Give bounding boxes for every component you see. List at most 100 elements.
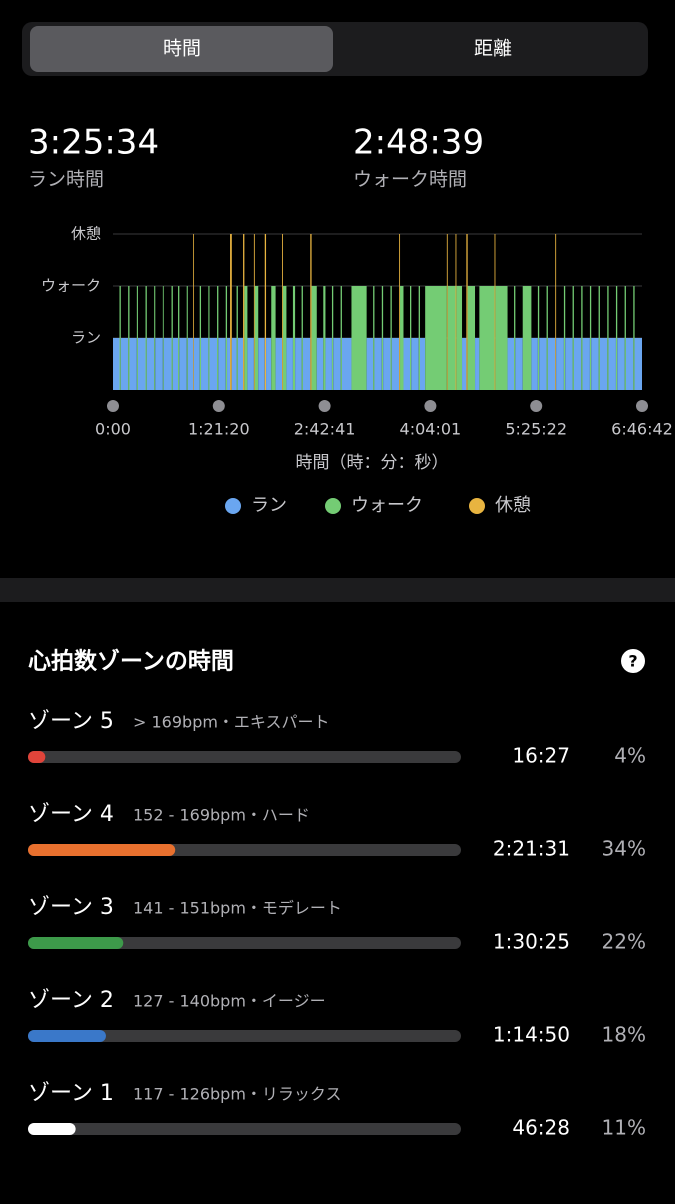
active-tab-bg bbox=[30, 26, 333, 72]
state-segment bbox=[403, 338, 410, 390]
separator bbox=[0, 578, 675, 602]
state-segment bbox=[230, 234, 232, 390]
state-segment bbox=[316, 338, 324, 390]
state-segment bbox=[591, 338, 599, 390]
state-segment bbox=[146, 338, 155, 390]
state-segment bbox=[399, 234, 401, 390]
tab[interactable]: 時間 bbox=[163, 38, 201, 60]
state-segment bbox=[247, 338, 254, 390]
state-segment bbox=[425, 286, 447, 390]
state-segment bbox=[475, 338, 480, 390]
state-segment bbox=[409, 286, 412, 390]
state-segment bbox=[253, 234, 255, 390]
x-tick-dot bbox=[636, 400, 648, 412]
state-segment bbox=[633, 286, 635, 390]
help-icon[interactable] bbox=[621, 649, 645, 673]
state-segment bbox=[136, 286, 138, 390]
state-segment bbox=[515, 338, 523, 390]
zone-track bbox=[28, 1030, 461, 1042]
state-segment bbox=[154, 286, 156, 390]
zone-bar bbox=[28, 751, 46, 763]
state-segment bbox=[292, 286, 296, 390]
state-segment bbox=[467, 286, 476, 390]
legend-label: ラン bbox=[251, 495, 287, 516]
state-segment bbox=[193, 234, 195, 390]
x-tick-label: 6:46:42 bbox=[611, 420, 673, 439]
zone-bar bbox=[28, 937, 124, 949]
state-segment bbox=[333, 338, 341, 390]
legend-swatch bbox=[469, 498, 485, 514]
state-segment bbox=[275, 338, 283, 390]
state-segment bbox=[555, 234, 557, 390]
state-segment bbox=[598, 286, 600, 390]
state-segment bbox=[162, 286, 164, 390]
zone-percent: 34% bbox=[602, 837, 646, 861]
state-segment bbox=[495, 286, 508, 390]
state-segment bbox=[607, 286, 609, 390]
x-tick-label: 2:42:41 bbox=[294, 420, 356, 439]
state-segment bbox=[608, 338, 616, 390]
state-segment bbox=[589, 286, 592, 390]
state-segment bbox=[113, 338, 120, 390]
state-segment bbox=[225, 286, 228, 390]
state-segment bbox=[236, 286, 238, 390]
state-segment bbox=[201, 338, 209, 390]
zone-range: 152 - 169bpm・ハード bbox=[133, 806, 310, 825]
state-segment bbox=[381, 286, 384, 390]
zone-range: 127 - 140bpm・イージー bbox=[133, 992, 326, 1011]
state-segment bbox=[155, 338, 163, 390]
x-tick-label: 0:00 bbox=[95, 420, 131, 439]
state-segment bbox=[563, 286, 566, 390]
state-segment bbox=[271, 286, 276, 390]
state-segment bbox=[634, 338, 642, 390]
state-segment bbox=[331, 286, 334, 390]
state-segment bbox=[531, 338, 538, 390]
y-tick-label: ウォーク bbox=[41, 277, 101, 295]
state-segment bbox=[581, 286, 583, 390]
zone-name: ゾーン 5 bbox=[28, 709, 114, 734]
state-segment bbox=[546, 286, 548, 390]
state-segment bbox=[373, 286, 375, 390]
state-segment bbox=[171, 286, 173, 390]
x-tick-label: 4:04:01 bbox=[400, 420, 462, 439]
state-segment bbox=[547, 338, 556, 390]
state-segment bbox=[479, 286, 495, 390]
zone-time: 1:30:25 bbox=[493, 930, 570, 954]
state-segment bbox=[231, 338, 237, 390]
state-segment bbox=[129, 338, 137, 390]
state-segment bbox=[447, 286, 456, 390]
state-segment bbox=[366, 338, 374, 390]
state-segment bbox=[572, 286, 574, 390]
x-tick-dot bbox=[424, 400, 437, 412]
x-tick-dot bbox=[318, 400, 331, 412]
state-segment bbox=[522, 286, 532, 390]
state-segment bbox=[193, 338, 200, 390]
state-segment bbox=[310, 234, 312, 390]
state-segment bbox=[383, 338, 391, 390]
legend-label: ウォーク bbox=[351, 495, 423, 516]
state-segment bbox=[446, 234, 448, 390]
state-segment bbox=[466, 234, 468, 390]
zone-track bbox=[28, 937, 461, 949]
tab[interactable]: 距離 bbox=[474, 38, 512, 60]
state-segment bbox=[186, 286, 188, 390]
zone-percent: 18% bbox=[602, 1023, 646, 1047]
legend-swatch bbox=[325, 498, 341, 514]
x-axis-label: 時間（時：分：秒） bbox=[296, 453, 449, 473]
state-segment bbox=[340, 286, 342, 390]
state-segment bbox=[266, 338, 272, 390]
legend-label: 休憩 bbox=[495, 495, 531, 516]
state-segment bbox=[258, 338, 265, 390]
state-segment bbox=[208, 286, 210, 390]
zone-name: ゾーン 3 bbox=[28, 895, 114, 920]
zone-name: ゾーン 2 bbox=[28, 988, 114, 1013]
zone-track bbox=[28, 1123, 461, 1135]
state-segment bbox=[120, 338, 129, 390]
state-segment bbox=[244, 286, 248, 390]
section-title: 心拍数ゾーンの時間 bbox=[28, 648, 234, 675]
zone-range: 141 - 151bpm・モデレート bbox=[133, 899, 342, 918]
zone-bar bbox=[28, 1123, 76, 1135]
state-segment bbox=[537, 286, 540, 390]
state-segment bbox=[624, 286, 626, 390]
